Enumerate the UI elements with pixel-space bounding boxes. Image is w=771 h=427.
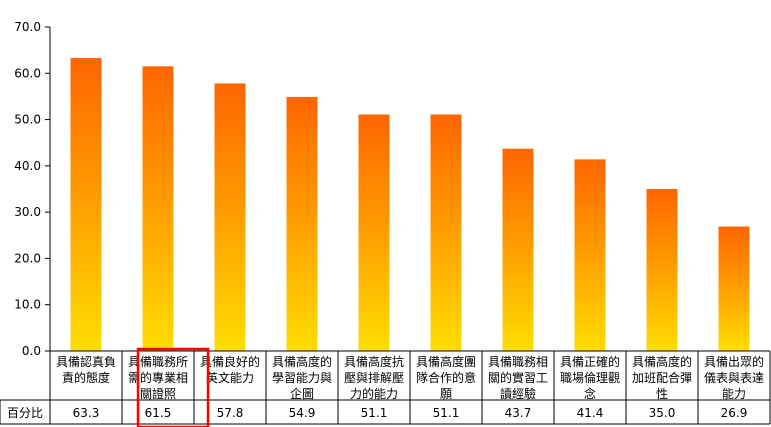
y-tick-label: 50.0 <box>14 113 41 127</box>
data-label: 57.8 <box>217 406 244 420</box>
y-tick-label: 20.0 <box>14 251 41 265</box>
bar <box>646 189 678 351</box>
bar <box>142 66 174 351</box>
category-label: 願 <box>440 387 452 401</box>
y-tick-label: 40.0 <box>14 159 41 173</box>
category-label: 具備正確的 <box>560 354 620 369</box>
bar <box>70 58 102 352</box>
data-label: 26.9 <box>721 406 748 420</box>
category-label: 具備高度團 <box>416 354 476 369</box>
category-label: 力的能力 <box>350 386 398 401</box>
category-label: 儀表與表達 <box>704 371 764 385</box>
category-label: 學習能力與 <box>272 371 332 385</box>
category-label: 具備出眾的 <box>704 354 764 369</box>
bar <box>358 114 390 351</box>
category-label: 具備認真負 <box>56 354 116 369</box>
category-label: 能力 <box>722 387 746 401</box>
bar <box>214 83 246 352</box>
category-label: 關的實習工 <box>488 370 548 385</box>
category-label: 具備高度的 <box>272 354 332 369</box>
category-label: 讀經驗 <box>500 387 536 401</box>
y-tick-label: 60.0 <box>14 66 41 80</box>
category-label: 念 <box>584 386 596 401</box>
y-tick-label: 10.0 <box>14 298 41 312</box>
data-label: 61.5 <box>145 406 172 420</box>
y-axis: 0.0 10.0 20.0 30.0 40.0 50.0 60.0 70.0 <box>14 20 51 358</box>
category-label: 具備高度的 <box>632 354 692 369</box>
category-label: 需的專業相 <box>128 370 188 385</box>
bar <box>574 159 606 351</box>
category-label: 企圖 <box>290 386 314 401</box>
category-label: 具備職務所 <box>128 354 188 369</box>
bar <box>430 114 462 351</box>
y-tick-label: 70.0 <box>14 20 41 34</box>
category-label: 性 <box>656 387 668 401</box>
category-label: 加班配合彈 <box>632 370 692 385</box>
y-tick-label: 0.0 <box>22 344 41 358</box>
series-label: 百分比 <box>7 406 43 420</box>
data-label: 51.1 <box>433 406 460 420</box>
bar <box>718 226 750 351</box>
category-label: 具備高度抗 <box>344 354 404 369</box>
category-label: 隊合作的意 <box>416 370 476 385</box>
category-label: 職場倫理觀 <box>560 371 620 385</box>
data-label: 43.7 <box>505 406 532 420</box>
category-label: 具備職務相 <box>488 354 548 369</box>
category-label: 關證照 <box>140 386 176 401</box>
bar <box>502 148 534 351</box>
data-label: 41.4 <box>577 406 604 420</box>
y-tick-label: 30.0 <box>14 205 41 219</box>
category-label: 具備良好的 <box>200 354 260 369</box>
data-label: 54.9 <box>289 406 316 420</box>
category-label: 英文能力 <box>206 370 254 385</box>
data-label: 51.1 <box>361 406 388 420</box>
bars <box>70 58 750 352</box>
highlight-rect <box>136 347 210 427</box>
category-label: 責的態度 <box>62 370 110 385</box>
category-label: 壓與排解壓 <box>344 371 404 385</box>
data-label: 63.3 <box>73 406 100 420</box>
data-label: 35.0 <box>649 406 676 420</box>
highlight-box <box>136 347 210 427</box>
bar <box>286 96 318 352</box>
